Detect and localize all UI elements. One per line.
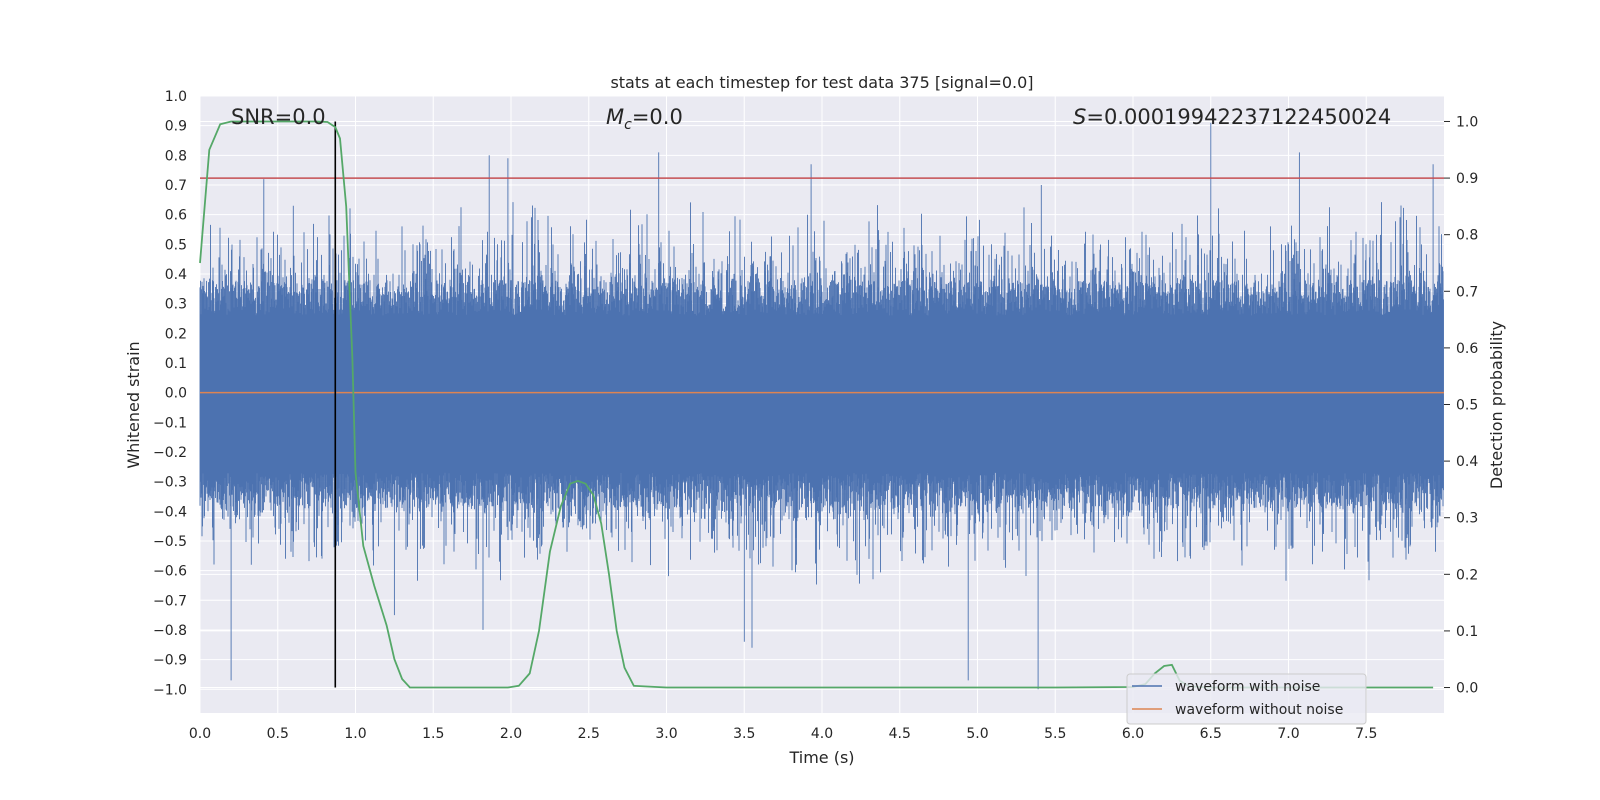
chirp-mass-annotation: Mc=0.0 [606, 105, 683, 133]
y-left-tick-label: −0.3 [153, 475, 187, 491]
y-left-tick-label: 1.0 [165, 89, 187, 105]
y-axis-left-label: Whitened strain [124, 341, 143, 468]
y-left-tick-label: −0.9 [153, 653, 187, 669]
x-tick-label: 0.5 [267, 726, 289, 742]
y-left-tick-label: −0.6 [153, 564, 187, 580]
x-tick-label: 6.0 [1122, 726, 1144, 742]
x-tick-label: 5.5 [1044, 726, 1066, 742]
legend-label-noise: waveform with noise [1175, 679, 1320, 695]
y-right-tick-label: 0.7 [1456, 284, 1478, 300]
y-left-tick-label: 0.8 [165, 148, 187, 164]
x-tick-label: 3.5 [733, 726, 755, 742]
y-left-tick-label: 0.7 [165, 178, 187, 194]
chirp-mass-symbol: M [606, 105, 624, 129]
chart-title: stats at each timestep for test data 375… [610, 73, 1033, 92]
s-value: =0.00019942237122450024 [1086, 105, 1391, 129]
y-left-tick-label: 0.4 [165, 267, 187, 283]
y-right-tick-label: 1.0 [1456, 114, 1478, 130]
y-axis-right-ticks: 1.0 0.9 0.8 0.7 0.6 0.5 0.4 0.3 0.2 0.1 0.0 [1444, 114, 1478, 697]
x-axis-label: Time (s) [788, 748, 854, 767]
y-left-tick-label: −0.8 [153, 623, 187, 639]
s-annotation: S=0.00019942237122450024 [1073, 105, 1391, 129]
y-right-tick-label: 0.1 [1456, 624, 1478, 640]
y-left-tick-label: 0.0 [165, 386, 187, 402]
x-tick-label: 6.5 [1200, 726, 1222, 742]
x-tick-label: 2.5 [578, 726, 600, 742]
chirp-mass-value: =0.0 [632, 105, 683, 129]
y-left-tick-label: −0.1 [153, 415, 187, 431]
y-left-tick-label: −0.7 [153, 593, 187, 609]
x-tick-label: 2.0 [500, 726, 522, 742]
y-right-tick-label: 0.6 [1456, 341, 1478, 357]
y-left-tick-label: 0.1 [165, 356, 187, 372]
x-tick-label: 5.0 [966, 726, 988, 742]
x-tick-label: 1.0 [344, 726, 366, 742]
y-left-tick-label: 0.5 [165, 237, 187, 253]
y-left-tick-label: 0.6 [165, 208, 187, 224]
y-left-tick-label: −0.5 [153, 534, 187, 550]
x-tick-label: 4.5 [889, 726, 911, 742]
y-right-tick-label: 0.4 [1456, 454, 1478, 470]
y-left-tick-label: −1.0 [153, 682, 187, 698]
snr-annotation: SNR=0.0 [231, 105, 326, 129]
x-tick-label: 7.5 [1355, 726, 1377, 742]
y-left-tick-label: −0.2 [153, 445, 187, 461]
y-right-tick-label: 0.2 [1456, 567, 1478, 583]
s-symbol: S [1073, 105, 1086, 129]
y-right-tick-label: 0.0 [1456, 681, 1478, 697]
x-tick-label: 1.5 [422, 726, 444, 742]
y-left-tick-label: 0.9 [165, 119, 187, 135]
y-axis-right-label: Detection probability [1487, 321, 1506, 489]
legend-label-clean: waveform without noise [1175, 702, 1343, 718]
legend: waveform with noise waveform without noi… [1126, 673, 1367, 725]
x-tick-label: 7.0 [1277, 726, 1299, 742]
chirp-mass-subscript: c [624, 117, 632, 133]
y-right-tick-label: 0.8 [1456, 228, 1478, 244]
y-left-tick-label: 0.3 [165, 297, 187, 313]
legend-box [1126, 673, 1367, 725]
y-right-tick-label: 0.9 [1456, 171, 1478, 187]
y-right-tick-label: 0.3 [1456, 511, 1478, 527]
y-axis-left-ticks: 1.0 0.9 0.8 0.7 0.6 0.5 0.4 0.3 0.2 0.1 0.0 −0.1 −0.… [153, 89, 187, 698]
y-left-tick-label: −0.4 [153, 504, 187, 520]
x-tick-label: 0.0 [189, 726, 211, 742]
x-tick-label: 3.0 [655, 726, 677, 742]
x-axis-ticks: 0.0 0.5 1.0 1.5 2.0 2.5 3.0 3.5 4.0 4.5 5.0 5.5 6.0 6… [189, 726, 1378, 742]
y-left-tick-label: 0.2 [165, 326, 187, 342]
x-tick-label: 4.0 [811, 726, 833, 742]
y-right-tick-label: 0.5 [1456, 398, 1478, 414]
